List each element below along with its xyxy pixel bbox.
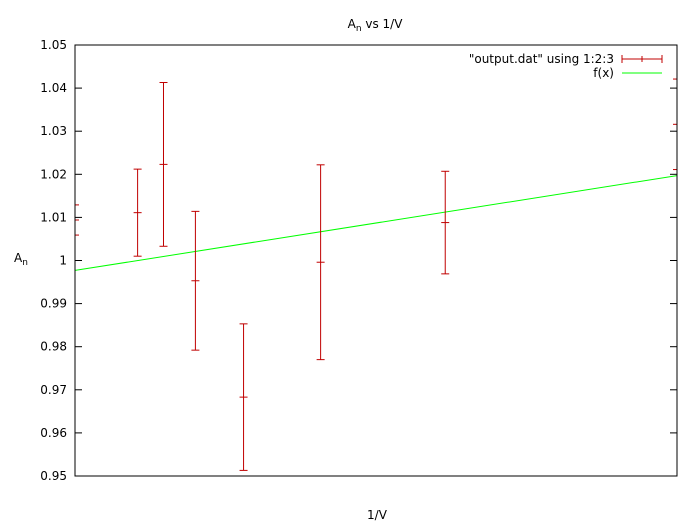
errorbar-5: [316, 164, 325, 361]
chart-title-base: A: [348, 17, 357, 31]
y-tick-label-10: 1.05: [40, 38, 67, 52]
fit-line: [75, 175, 677, 271]
chart-title-subscript: n: [356, 24, 362, 34]
y-tick-label-6: 1.01: [40, 210, 67, 224]
y-axis-title-subscript: n: [22, 258, 28, 268]
y-axis-title-base: A: [14, 251, 23, 265]
chart-title-rest: vs 1/V: [362, 17, 404, 31]
legend-label-fit: f(x): [593, 66, 614, 80]
y-axis-ticks: 0.95 0.96 0.97 0.98 0.99 1 1.01 1.02 1.03 1.04 1.0…: [40, 38, 677, 483]
y-tick-label-2: 0.97: [40, 383, 67, 397]
legend-label-data: "output.dat" using 1:2:3: [469, 52, 614, 66]
errorbar-6: [441, 170, 450, 275]
y-axis-title: An: [14, 251, 28, 268]
y-tick-label-0: 0.95: [40, 469, 67, 483]
y-tick-label-3: 0.98: [40, 340, 67, 354]
plot-area: [75, 78, 677, 471]
errorbar-1: [133, 168, 142, 257]
chart-title: An vs 1/V: [348, 17, 404, 34]
y-tick-label-7: 1.02: [40, 167, 67, 181]
y-tick-label-9: 1.04: [40, 81, 67, 95]
errorbar-7: [673, 78, 677, 171]
y-tick-label-1: 0.96: [40, 426, 67, 440]
y-tick-label-5: 1: [59, 254, 67, 268]
errorbar-0: [75, 204, 79, 236]
plot-frame: [74, 44, 678, 477]
y-tick-label-8: 1.03: [40, 124, 67, 138]
errorbar-4: [239, 323, 248, 471]
x-axis-title: 1/V: [367, 508, 388, 522]
errorbar-3: [191, 210, 200, 351]
legend: "output.dat" using 1:2:3 f(x): [469, 52, 663, 80]
y-tick-label-4: 0.99: [40, 297, 67, 311]
errorbar-2: [159, 81, 168, 247]
